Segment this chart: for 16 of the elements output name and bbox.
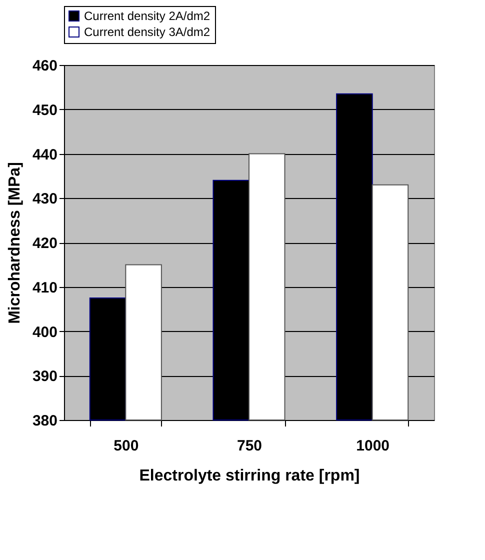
- legend-label: Current density 2A/dm2: [84, 9, 210, 23]
- y-tick-label: 450: [32, 102, 58, 119]
- y-tick-label: 410: [32, 279, 58, 296]
- y-tick-label: 440: [32, 146, 58, 164]
- legend-label: Current density 3A/dm2: [84, 25, 210, 39]
- x-tick-label: 1000: [356, 438, 390, 454]
- y-tick-label: 460: [32, 58, 58, 74]
- y-tick-label: 380: [32, 412, 58, 430]
- y-tick-label: 430: [32, 190, 58, 208]
- x-axis-title: Electrolyte stirring rate [rpm]: [139, 468, 360, 484]
- y-axis-title: Microhardness [MPa]: [6, 162, 24, 324]
- x-tick-label: 500: [114, 438, 139, 454]
- x-tick-label: 750: [236, 438, 262, 454]
- y-tick-label: 400: [32, 324, 58, 341]
- y-tick-label: 420: [32, 235, 58, 252]
- y-tick-label: 390: [32, 368, 58, 386]
